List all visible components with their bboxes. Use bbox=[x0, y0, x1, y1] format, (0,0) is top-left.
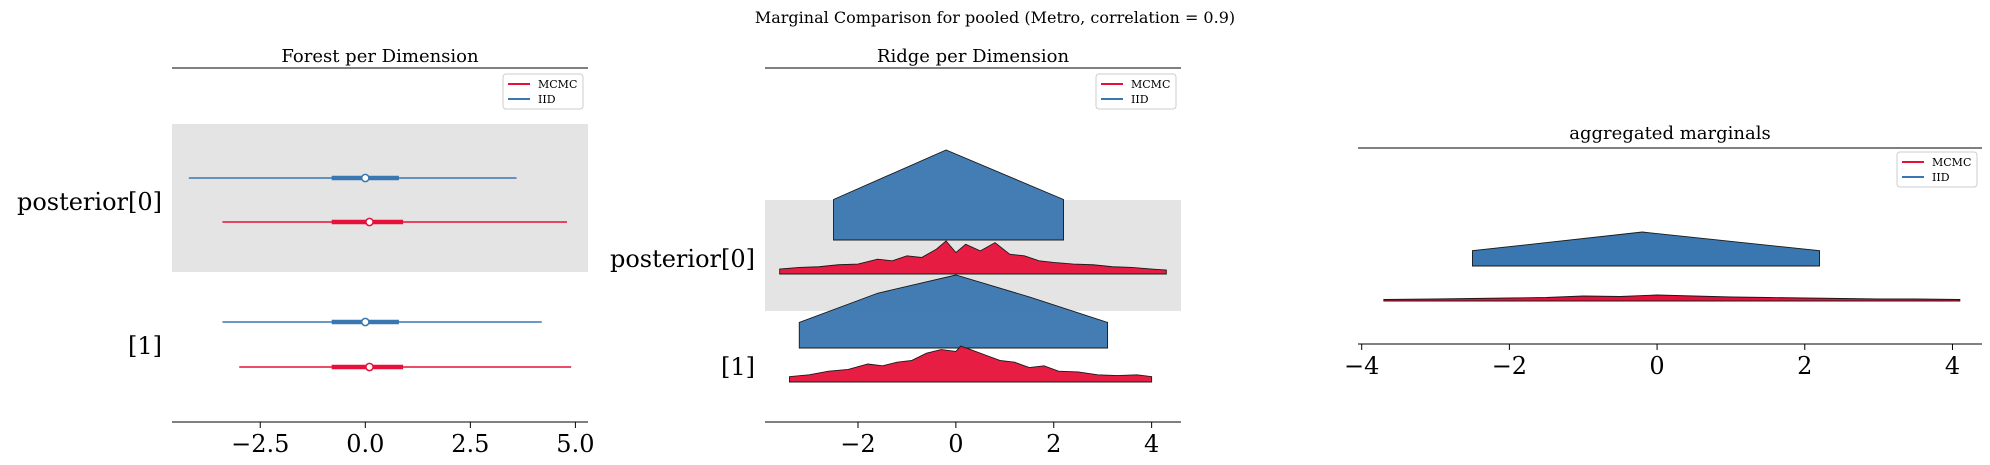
ridge-xtick-label-1: 0 bbox=[948, 430, 963, 458]
ridge-xtick-label-3: 4 bbox=[1144, 430, 1159, 458]
aggregated-panel: aggregated marginals −4 −2 0 2 4 MCMC IID bbox=[1344, 123, 1982, 380]
forest-row-label-0: posterior[0] bbox=[17, 188, 162, 216]
aggregated-xtick-label-1: −2 bbox=[1492, 352, 1527, 380]
forest-legend: MCMC IID bbox=[502, 73, 584, 110]
aggregated-xtick-label-4: 4 bbox=[1945, 352, 1960, 380]
forest-xtick-label-1: 0.0 bbox=[346, 430, 384, 458]
ridge-row-label-0: posterior[0] bbox=[610, 245, 755, 273]
forest-band-row0 bbox=[172, 124, 588, 272]
aggregated-xtick-label-3: 2 bbox=[1797, 352, 1812, 380]
ridge-legend-iid-label: IID bbox=[1131, 93, 1149, 106]
forest-row0-iid-point-marker bbox=[360, 173, 370, 183]
forest-row1-mcmc-point-marker bbox=[365, 362, 374, 372]
forest-legend-iid-label: IID bbox=[538, 93, 556, 106]
ridge-panel: Ridge per Dimension −2 0 2 4 posterior[0] [… bbox=[610, 46, 1181, 458]
aggregated-legend-frame bbox=[1896, 151, 1978, 188]
ridge-row0-mcmc-density bbox=[779, 240, 1167, 275]
forest-xtick-label-3: 5.0 bbox=[556, 430, 594, 458]
aggregated-legend: MCMC IID bbox=[1896, 151, 1978, 188]
forest-row0-mcmc-point-marker bbox=[365, 217, 374, 227]
forest-title: Forest per Dimension bbox=[281, 46, 479, 67]
ridge-row0-iid-density bbox=[833, 149, 1064, 241]
aggregated-xtick-label-0: −4 bbox=[1344, 352, 1379, 380]
forest-legend-mcmc-label: MCMC bbox=[538, 78, 577, 91]
ridge-title: Ridge per Dimension bbox=[877, 46, 1070, 67]
ridge-legend: MCMC IID bbox=[1095, 73, 1177, 110]
aggregated-iid-density bbox=[1472, 231, 1820, 267]
ridge-legend-mcmc-label: MCMC bbox=[1131, 78, 1170, 91]
forest-row-label-1: [1] bbox=[128, 332, 162, 360]
forest-row1-iid-point-marker bbox=[360, 317, 370, 327]
ridge-row-label-1: [1] bbox=[721, 353, 755, 381]
forest-xtick-label-0: −2.5 bbox=[231, 430, 289, 458]
forest-panel: Forest per Dimension −2.5 0.0 2.5 5.0 poste… bbox=[17, 46, 595, 458]
aggregated-legend-mcmc-label: MCMC bbox=[1932, 156, 1971, 169]
ridge-row1-mcmc-density bbox=[789, 345, 1153, 383]
ridge-row1-iid-density bbox=[798, 274, 1109, 349]
aggregated-mcmc-density bbox=[1383, 294, 1961, 302]
aggregated-title: aggregated marginals bbox=[1569, 123, 1770, 144]
figure-suptitle: Marginal Comparison for pooled (Metro, c… bbox=[755, 8, 1235, 27]
forest-xtick-label-2: 2.5 bbox=[451, 430, 489, 458]
aggregated-xtick-label-2: 0 bbox=[1649, 352, 1664, 380]
ridge-xtick-label-0: −2 bbox=[840, 430, 875, 458]
forest-legend-frame bbox=[502, 73, 584, 110]
aggregated-legend-iid-label: IID bbox=[1932, 171, 1950, 184]
ridge-xtick-label-2: 2 bbox=[1046, 430, 1061, 458]
ridge-legend-frame bbox=[1095, 73, 1177, 110]
